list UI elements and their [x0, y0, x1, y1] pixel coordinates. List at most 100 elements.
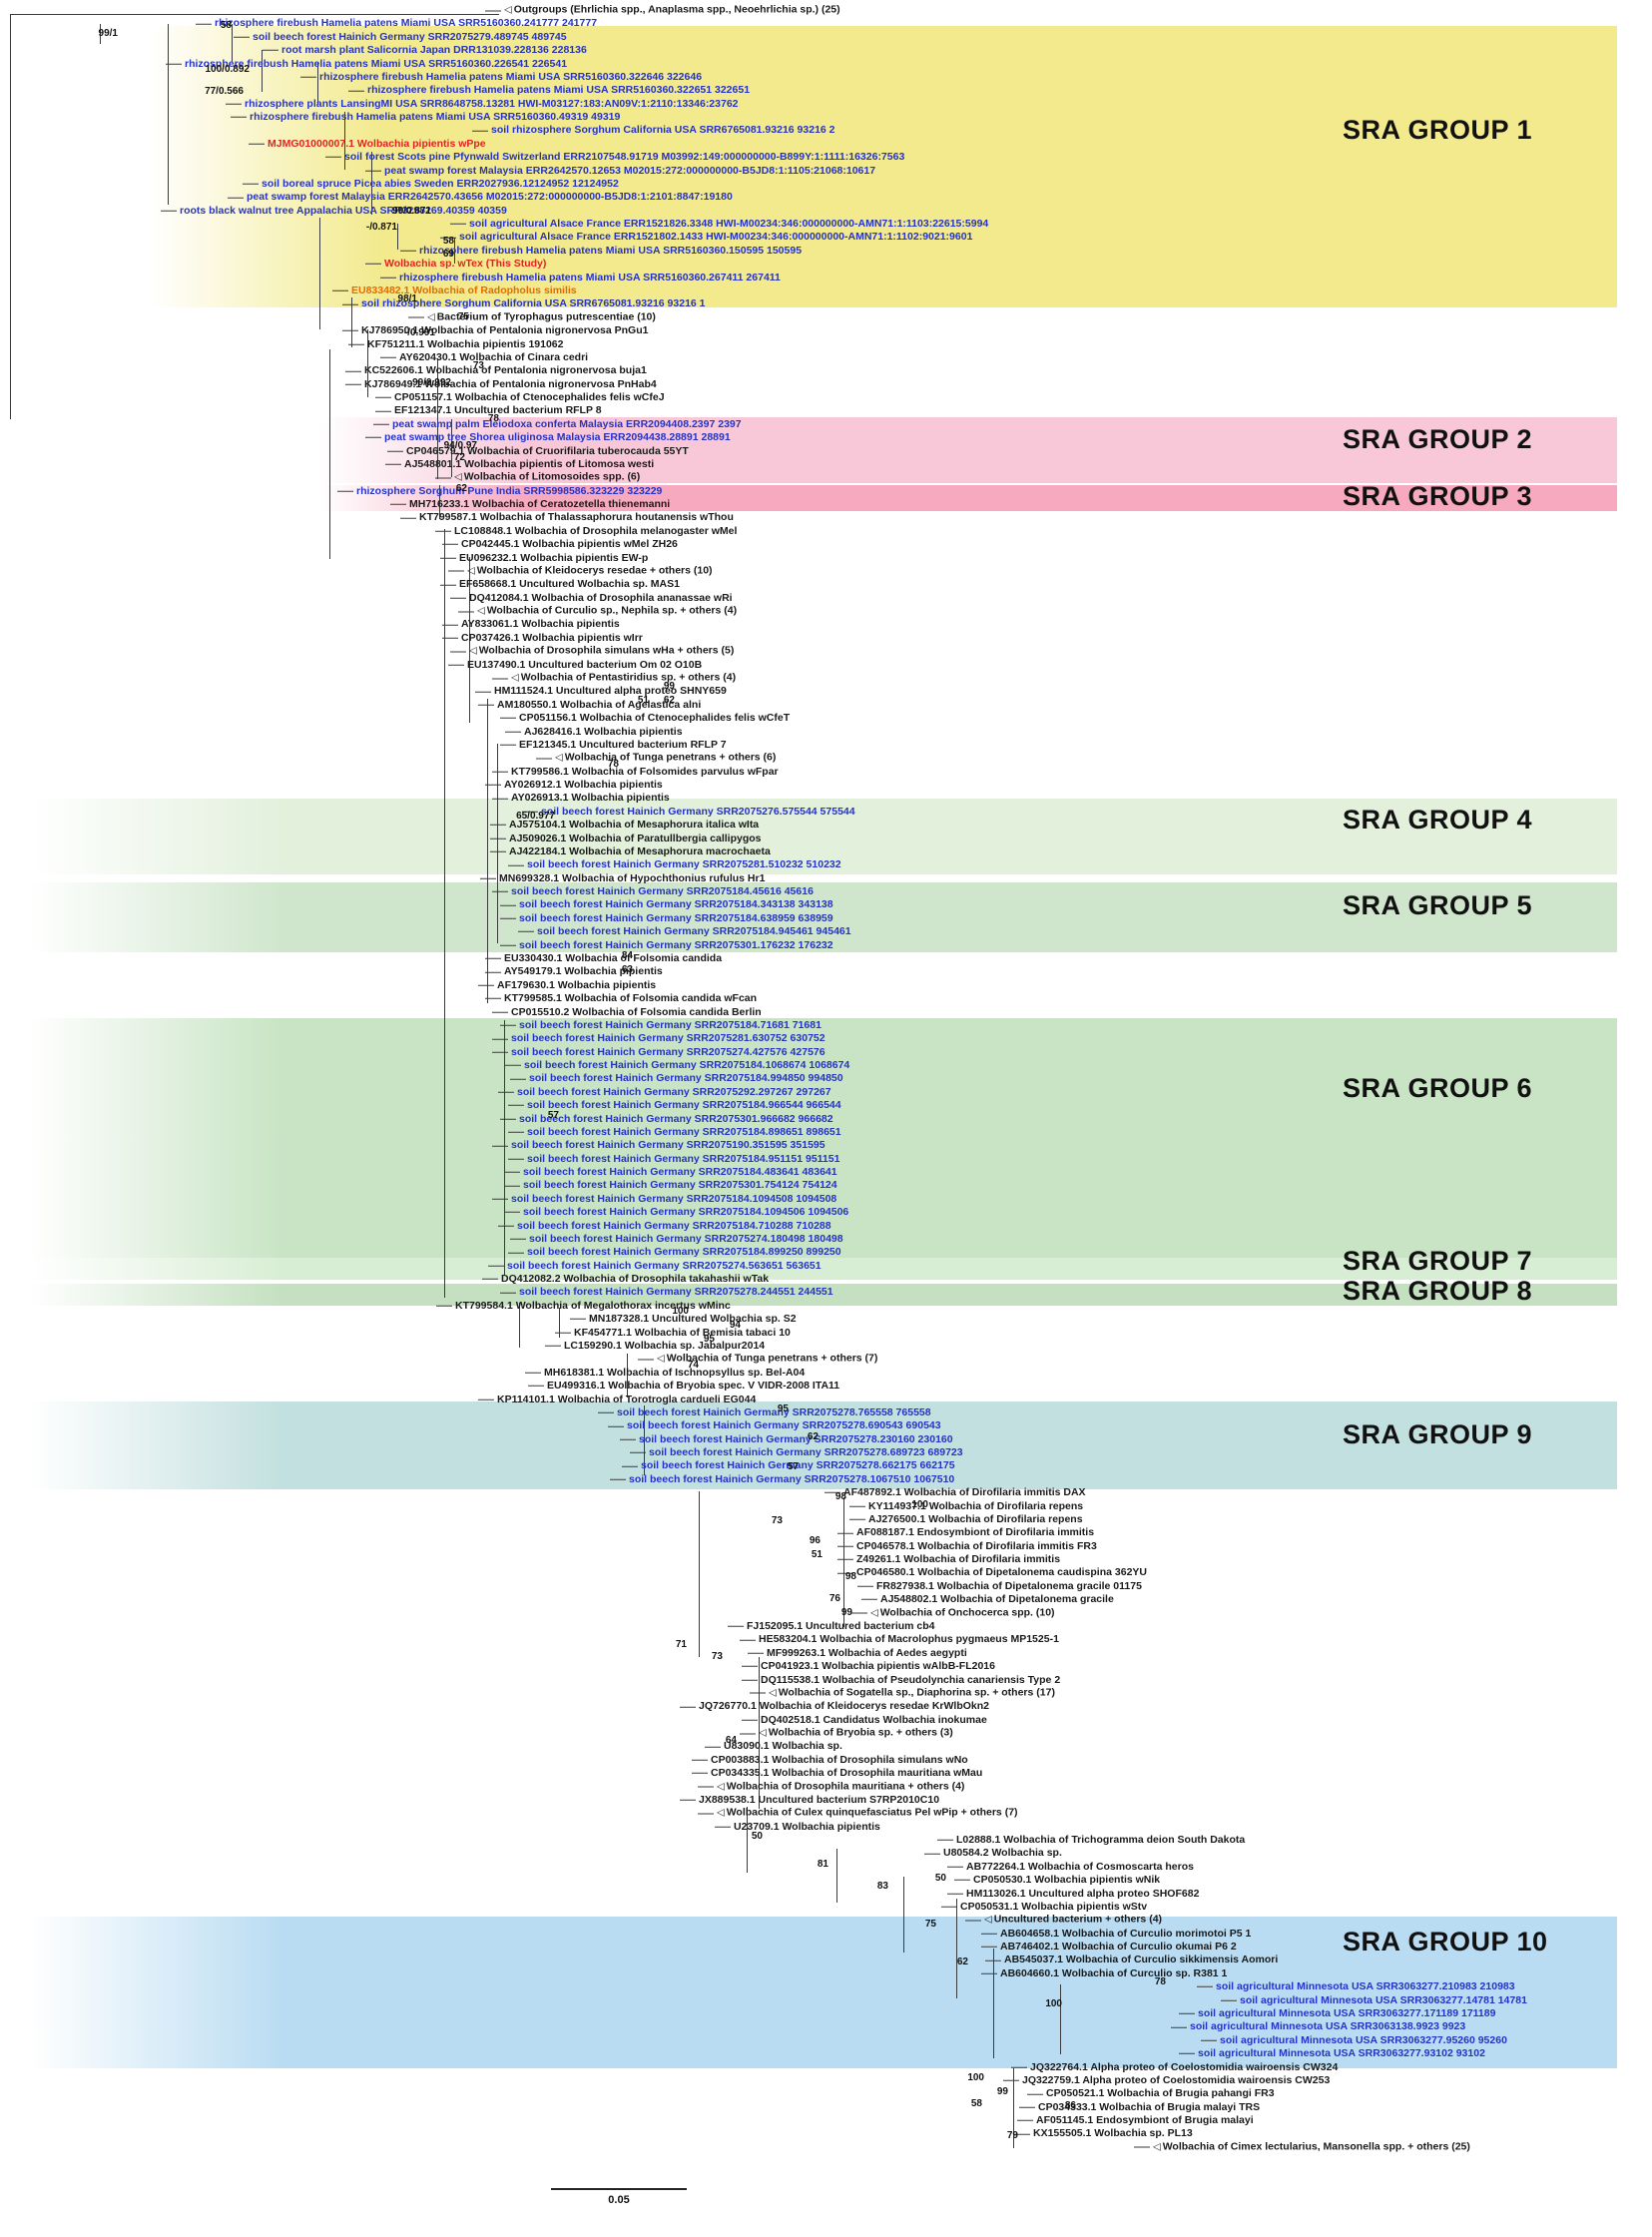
- taxon-label: soil beech forest Hainich Germany SRR207…: [504, 1180, 837, 1191]
- taxon-label-text: AJ628416.1 Wolbachia pipientis: [524, 725, 683, 738]
- taxon-label: MN699328.1 Wolbachia of Hypochthonius ru…: [479, 871, 766, 884]
- taxon-label-text: soil beech forest Hainich Germany SRR207…: [519, 1018, 822, 1031]
- support-value: 79: [1006, 2130, 1018, 2141]
- tree-branch-line: [559, 1308, 561, 1338]
- taxon-label-text: soil rhizosphere Sorghum California USA …: [361, 297, 706, 310]
- tree-branch-line: [993, 1949, 995, 2058]
- taxon-label-text: Wolbachia of Bryobia sp. + others (3): [768, 1726, 953, 1739]
- taxon-label-text: LC108848.1 Wolbachia of Drosophila melan…: [454, 524, 738, 537]
- taxon-label-text: JQ726770.1 Wolbachia of Kleidocerys rese…: [699, 1700, 990, 1712]
- taxon-label: soil beech forest Hainich Germany SRR207…: [609, 1473, 954, 1485]
- taxon-label: ◁ Wolbachia of Tunga penetrans + others (…: [535, 753, 776, 764]
- taxon-label-text: CP050531.1 Wolbachia pipientis wStv: [960, 1900, 1148, 1913]
- taxon-label: ◁ Bacterium of Tyrophagus putrescentiae (…: [408, 311, 656, 322]
- taxon-label-text: KT799586.1 Wolbachia of Folsomides parvu…: [511, 765, 779, 778]
- taxon-label: soil beech forest Hainich Germany SRR207…: [504, 1060, 849, 1071]
- support-value: 98: [844, 1571, 856, 1582]
- taxon-label-text: AM180550.1 Wolbachia of Agelastica alni: [497, 698, 702, 711]
- taxon-label-text: DQ412082.2 Wolbachia of Drosophila takah…: [501, 1272, 770, 1285]
- taxon-label-text: EU137490.1 Uncultured bacterium Om 02 O1…: [467, 658, 703, 671]
- taxon-label-text: AB604660.1 Wolbachia of Curculio sp. R38…: [1000, 1966, 1228, 1979]
- taxon-label-text: KT799587.1 Wolbachia of Thalassaphorura …: [419, 511, 734, 524]
- support-value: 99: [840, 1607, 852, 1618]
- taxon-label-text: AJ548802.1 Wolbachia of Dipetalonema gra…: [880, 1592, 1114, 1605]
- taxon-label-text: AF487892.1 Wolbachia of Dirofilaria immi…: [843, 1485, 1086, 1498]
- tree-branch-line: [836, 1849, 838, 1903]
- sra-group-label: SRA GROUP 8: [1343, 1276, 1533, 1306]
- taxon-label-text: Wolbachia of Curculio sp., Nephila sp. +…: [486, 604, 738, 617]
- taxon-label-text: AJ276500.1 Wolbachia of Dirofilaria repe…: [868, 1512, 1083, 1525]
- taxon-label-text: soil beech forest Hainich Germany SRR207…: [527, 1152, 840, 1165]
- taxon-label: soil beech forest Hainich Germany SRR207…: [492, 1046, 826, 1057]
- taxon-label-text: FR827938.1 Wolbachia of Dipetalonema gra…: [876, 1579, 1142, 1592]
- taxon-label: MN187328.1 Uncultured Wolbachia sp. S2: [570, 1314, 797, 1325]
- sra-group-band: [319, 417, 1617, 483]
- taxon-label: soil boreal spruce Picea abies Sweden ER…: [243, 178, 619, 190]
- taxon-label: soil agricultural Minnesota USA SRR30632…: [1201, 2033, 1507, 2046]
- tree-branch-line: [504, 1020, 506, 1276]
- tree-branch-line: [747, 1807, 749, 1873]
- taxon-label: AJ548802.1 Wolbachia of Dipetalonema gra…: [861, 1592, 1114, 1605]
- sra-group-label: SRA GROUP 10: [1343, 1927, 1548, 1957]
- tree-branch-line: [1013, 2068, 1015, 2148]
- taxon-label-text: soil agricultural Alsace France ERR15218…: [469, 217, 989, 230]
- taxon-label-text: rhizosphere firebush Hamelia patens Miam…: [367, 84, 751, 97]
- taxon-label: JX889538.1 Uncultured bacterium S7RP2010…: [679, 1793, 940, 1806]
- taxon-label-text: JQ322764.1 Alpha proteo of Coelostomidia…: [1030, 2060, 1339, 2073]
- sra-group-band: [30, 882, 1617, 952]
- support-value: 58: [442, 236, 454, 247]
- taxon-label-text: CP003883.1 Wolbachia of Drosophila simul…: [711, 1753, 968, 1766]
- tree-branch-line: [437, 359, 439, 479]
- taxon-label-text: AF179630.1 Wolbachia pipientis: [497, 978, 657, 991]
- taxon-label-text: AB772264.1 Wolbachia of Cosmoscarta hero…: [966, 1860, 1194, 1873]
- collapsed-clade-icon: ◁: [504, 4, 512, 16]
- taxon-label-text: CP041923.1 Wolbachia pipientis wAlbB-FL2…: [761, 1659, 995, 1672]
- taxon-label-text: MN699328.1 Wolbachia of Hypochthonius ru…: [499, 871, 766, 884]
- taxon-label-text: soil beech forest Hainich Germany SRR207…: [511, 1192, 837, 1205]
- taxon-label-text: MH716233.1 Wolbachia of Ceratozetella th…: [409, 497, 671, 510]
- taxon-label-text: soil beech forest Hainich Germany SRR207…: [527, 1246, 841, 1259]
- taxon-label-text: soil beech forest Hainich Germany SRR207…: [527, 1125, 841, 1138]
- taxon-label-text: KT799585.1 Wolbachia of Folsomia candida…: [504, 991, 758, 1004]
- taxon-label: soil beech forest Hainich Germany SRR207…: [491, 1192, 837, 1205]
- tree-branch-line: [232, 24, 234, 62]
- tree-branch-line: [168, 24, 170, 205]
- taxon-label: soil beech forest Hainich Germany SRR207…: [492, 1140, 826, 1151]
- support-value: 57: [787, 1461, 799, 1472]
- taxon-label-text: U80584.2 Wolbachia sp.: [943, 1847, 1062, 1860]
- tree-branch-line: [262, 50, 264, 92]
- taxon-label-text: AB545037.1 Wolbachia of Curculio sikkime…: [1004, 1954, 1279, 1966]
- support-value: 100: [911, 1499, 928, 1510]
- taxon-label: soil beech forest Hainich Germany SRR207…: [500, 1287, 833, 1298]
- support-value: 75: [924, 1919, 936, 1930]
- taxon-label-text: soil agricultural Minnesota USA SRR30632…: [1198, 2046, 1485, 2059]
- support-value: 65/0.977: [516, 811, 555, 822]
- taxon-label: DQ115538.1 Wolbachia of Pseudolynchia ca…: [741, 1674, 1060, 1685]
- taxon-label-text: LC159290.1 Wolbachia sp. Jabalpur2014: [564, 1339, 766, 1352]
- taxon-label: CP015510.2 Wolbachia of Folsomia candida…: [492, 1005, 762, 1018]
- taxon-label: HM111524.1 Uncultured alpha proteo SHNY6…: [475, 686, 727, 697]
- taxon-label-text: JX889538.1 Uncultured bacterium S7RP2010…: [699, 1793, 940, 1806]
- taxon-label-text: Wolbachia of Drosophila mauritiana + oth…: [726, 1780, 965, 1793]
- tree-branch-line: [367, 329, 369, 397]
- taxon-label-text: FJ152095.1 Uncultured bacterium cb4: [747, 1619, 935, 1632]
- taxon-label-text: rhizosphere firebush Hamelia patens Miam…: [215, 17, 598, 30]
- taxon-label-text: Wolbachia of Culex quinquefasciatus Pel …: [726, 1806, 1018, 1819]
- taxon-label-text: CP015510.2 Wolbachia of Folsomia candida…: [511, 1005, 762, 1018]
- tree-branch-line: [319, 218, 321, 329]
- taxon-label-text: soil agricultural Minnesota USA SRR30632…: [1220, 2033, 1507, 2046]
- taxon-label-text: EU330430.1 Wolbachia of Folsomia candida: [504, 951, 723, 964]
- taxon-label-text: rhizosphere firebush Hamelia patens Miam…: [419, 244, 803, 257]
- taxon-label-text: HE583204.1 Wolbachia of Macrolophus pygm…: [759, 1633, 1059, 1646]
- tree-branch-line: [439, 485, 441, 519]
- collapsed-clade-icon: ◁: [717, 1781, 725, 1793]
- taxon-label: soil forest Scots pine Pfynwald Switzerl…: [324, 152, 904, 163]
- taxon-label-text: root marsh plant Salicornia Japan DRR131…: [281, 43, 587, 56]
- taxon-label: AY026913.1 Wolbachia pipientis: [492, 793, 670, 804]
- support-value: 75: [457, 311, 469, 322]
- taxon-label: soil beech forest Hainich Germany SRR207…: [503, 1207, 848, 1218]
- taxon-label-text: soil agricultural Minnesota USA SRR30632…: [1240, 1993, 1527, 2006]
- collapsed-clade-icon: ◁: [467, 565, 475, 577]
- tree-branch-line: [351, 297, 353, 347]
- taxon-label: AJ575104.1 Wolbachia of Mesaphorura ital…: [489, 820, 759, 831]
